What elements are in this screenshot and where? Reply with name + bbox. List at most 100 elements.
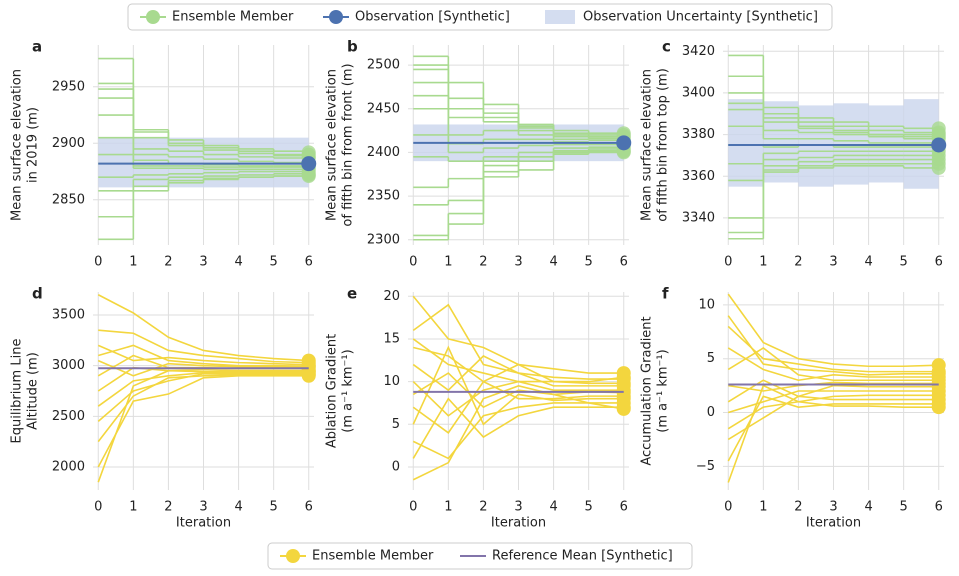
x-tick-label: 6 (935, 500, 943, 515)
member-line (413, 346, 624, 385)
x-tick-label: 6 (305, 500, 313, 515)
y-tick-label: 10 (383, 374, 400, 389)
y-axis-label: of fifth bin from front (m) (341, 63, 356, 226)
x-tick-label: 3 (199, 255, 207, 270)
x-tick-label: 1 (759, 500, 767, 515)
member-line (412, 345, 624, 426)
x-tick-label: 0 (409, 500, 417, 515)
y-tick-label: 3380 (682, 127, 715, 142)
member-end (931, 366, 946, 381)
x-tick-label: 5 (270, 500, 278, 515)
y-tick-label: 20 (383, 289, 400, 304)
member-end (616, 401, 631, 416)
member-line (412, 385, 624, 481)
legend-marker (329, 10, 343, 24)
x-tick-label: 2 (794, 255, 802, 270)
observation-marker (301, 156, 317, 172)
legend-marker (146, 10, 160, 24)
panel-label: e (347, 285, 357, 303)
member-line (412, 380, 624, 434)
y-tick-label: 2500 (52, 409, 85, 424)
x-tick-label: 2 (479, 255, 487, 270)
y-tick-label: 2450 (367, 101, 400, 116)
x-tick-label: 3 (199, 500, 207, 515)
y-axis-label: Altitude (m) (26, 352, 41, 430)
legend-label: Observation [Synthetic] (355, 10, 510, 25)
y-tick-label: 3420 (682, 44, 715, 59)
member-end (616, 370, 631, 385)
member-line (97, 369, 309, 483)
x-tick-label: 3 (514, 255, 522, 270)
x-tick-label: 1 (129, 500, 137, 515)
y-tick-label: 2900 (52, 136, 85, 151)
x-tick-label: 2 (164, 500, 172, 515)
y-axis-label: Mean surface elevation (325, 69, 340, 221)
legend-label: Reference Mean [Synthetic] (492, 549, 673, 564)
y-tick-label: 3000 (52, 358, 85, 373)
member-line (727, 346, 939, 382)
y-tick-label: 0 (392, 459, 400, 474)
uncertainty-band (798, 105, 834, 187)
y-axis-label: Accumulation Gradient (640, 316, 655, 465)
y-axis-label: (m a⁻¹ km⁻¹) (656, 349, 671, 432)
member-line (412, 338, 624, 383)
y-tick-label: 10 (698, 297, 715, 312)
legend-label: Observation Uncertainty [Synthetic] (583, 10, 818, 25)
uncertainty-band (763, 101, 799, 183)
observation-marker (616, 135, 632, 151)
x-tick-label: 0 (724, 500, 732, 515)
x-tick-label: 2 (164, 255, 172, 270)
member-line (727, 379, 939, 403)
x-tick-label: 4 (234, 255, 242, 270)
x-tick-label: 1 (444, 500, 452, 515)
x-tick-label: 3 (829, 255, 837, 270)
legend-marker (286, 549, 300, 563)
y-tick-label: 2950 (52, 79, 85, 94)
member-end (301, 359, 316, 374)
y-axis-label: in 2019 (m) (26, 107, 41, 183)
member-line (727, 384, 939, 483)
x-tick-label: 4 (864, 255, 872, 270)
y-tick-label: 2500 (367, 58, 400, 73)
y-axis-label: Ablation Gradient (325, 334, 340, 448)
y-axis-label: Mean surface elevation (640, 69, 655, 221)
y-tick-label: 3340 (682, 210, 715, 225)
x-axis-label: Iteration (806, 516, 861, 531)
member-line (412, 355, 624, 392)
x-tick-label: 4 (234, 500, 242, 515)
y-tick-label: 2400 (367, 145, 400, 160)
x-tick-label: 4 (864, 500, 872, 515)
member-line (97, 344, 309, 366)
member-line (727, 394, 939, 430)
observation-marker (931, 137, 947, 153)
panel-label: f (662, 285, 669, 303)
legend-label: Ensemble Member (312, 549, 434, 564)
x-tick-label: 6 (620, 255, 628, 270)
legend-swatch (545, 10, 575, 24)
uncertainty-band (868, 105, 904, 183)
y-tick-label: 0 (707, 405, 715, 420)
uncertainty-band (98, 137, 134, 188)
panel-label: b (347, 38, 358, 56)
x-tick-label: 2 (794, 500, 802, 515)
x-axis-label: Iteration (491, 516, 546, 531)
member-line (727, 325, 939, 373)
x-tick-label: 6 (620, 500, 628, 515)
member-end (931, 160, 946, 175)
y-axis-label: (m a⁻¹ km⁻¹) (341, 349, 356, 432)
member-line (727, 347, 939, 382)
y-tick-label: 3400 (682, 85, 715, 100)
member-line (727, 293, 939, 368)
x-tick-label: 5 (900, 500, 908, 515)
y-tick-label: 3500 (52, 308, 85, 323)
member-line (97, 371, 309, 407)
x-tick-label: 4 (549, 255, 557, 270)
member-end (931, 400, 946, 415)
legend-label: Ensemble Member (172, 10, 294, 25)
member-line (727, 395, 939, 462)
member-line (97, 294, 309, 362)
x-tick-label: 6 (935, 255, 943, 270)
y-axis-label: of fifth bin from top (m) (656, 68, 671, 222)
x-tick-label: 5 (585, 255, 593, 270)
